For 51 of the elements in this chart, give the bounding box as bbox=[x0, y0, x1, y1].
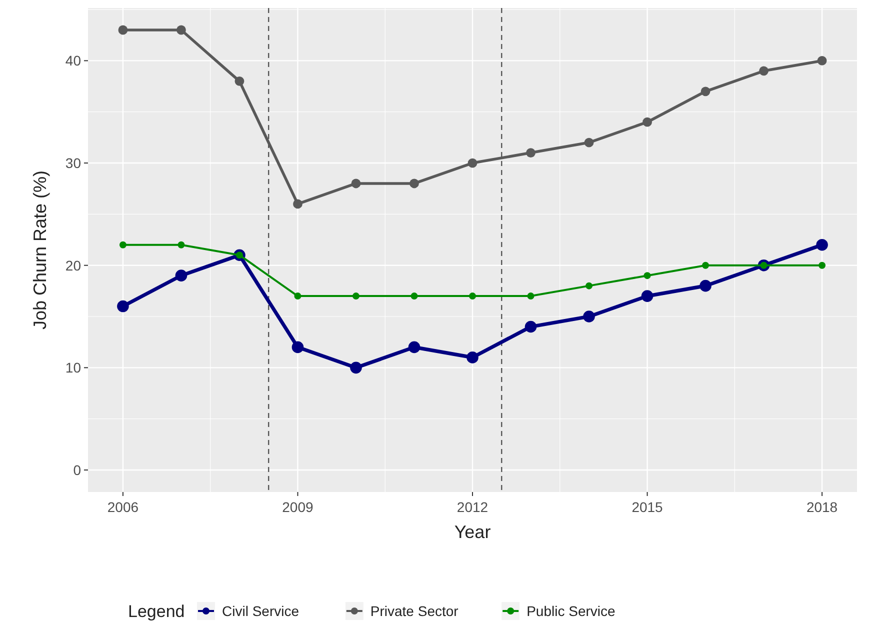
y-axis-title: Job Churn Rate (%) bbox=[30, 170, 50, 330]
y-tick-label: 10 bbox=[65, 360, 82, 376]
x-tick-label: 2015 bbox=[632, 499, 664, 515]
point bbox=[702, 262, 710, 269]
point bbox=[350, 362, 362, 374]
point bbox=[583, 310, 595, 322]
legend-label: Public Service bbox=[526, 603, 616, 619]
legend-label: Civil Service bbox=[222, 603, 300, 619]
point bbox=[586, 282, 593, 290]
legend-label: Private Sector bbox=[370, 603, 459, 619]
point bbox=[175, 270, 188, 282]
point bbox=[119, 241, 126, 248]
y-tick-label: 30 bbox=[65, 155, 82, 172]
point bbox=[351, 178, 361, 188]
legend-title: Legend bbox=[128, 602, 185, 621]
x-tick-label: 2006 bbox=[107, 499, 139, 515]
point bbox=[818, 262, 826, 269]
point bbox=[117, 300, 129, 312]
y-tick-label: 20 bbox=[65, 257, 82, 274]
point bbox=[759, 66, 768, 76]
point bbox=[641, 290, 654, 302]
point bbox=[292, 341, 304, 354]
point bbox=[408, 341, 420, 354]
point bbox=[294, 292, 302, 300]
point bbox=[466, 352, 478, 364]
point bbox=[527, 292, 534, 300]
y-tick-label: 0 bbox=[73, 462, 82, 478]
point bbox=[469, 292, 476, 300]
point bbox=[178, 241, 185, 248]
x-tick-label: 2012 bbox=[456, 499, 488, 515]
point bbox=[642, 117, 652, 127]
x-tick-label: 2009 bbox=[282, 499, 314, 515]
point bbox=[817, 56, 827, 66]
point bbox=[352, 292, 360, 300]
point bbox=[176, 25, 186, 35]
point bbox=[410, 292, 418, 300]
point bbox=[468, 158, 478, 168]
point bbox=[118, 25, 128, 35]
point bbox=[293, 199, 302, 209]
point bbox=[584, 138, 594, 148]
y-tick-label: 40 bbox=[65, 52, 82, 69]
point bbox=[700, 86, 710, 96]
point bbox=[816, 238, 828, 251]
point bbox=[644, 272, 651, 280]
x-axis-title: Year bbox=[454, 522, 491, 542]
x-tick-label: 2018 bbox=[806, 499, 838, 515]
point bbox=[526, 148, 536, 158]
point bbox=[234, 76, 244, 86]
point bbox=[524, 320, 537, 333]
point bbox=[410, 178, 419, 188]
point bbox=[700, 280, 712, 292]
